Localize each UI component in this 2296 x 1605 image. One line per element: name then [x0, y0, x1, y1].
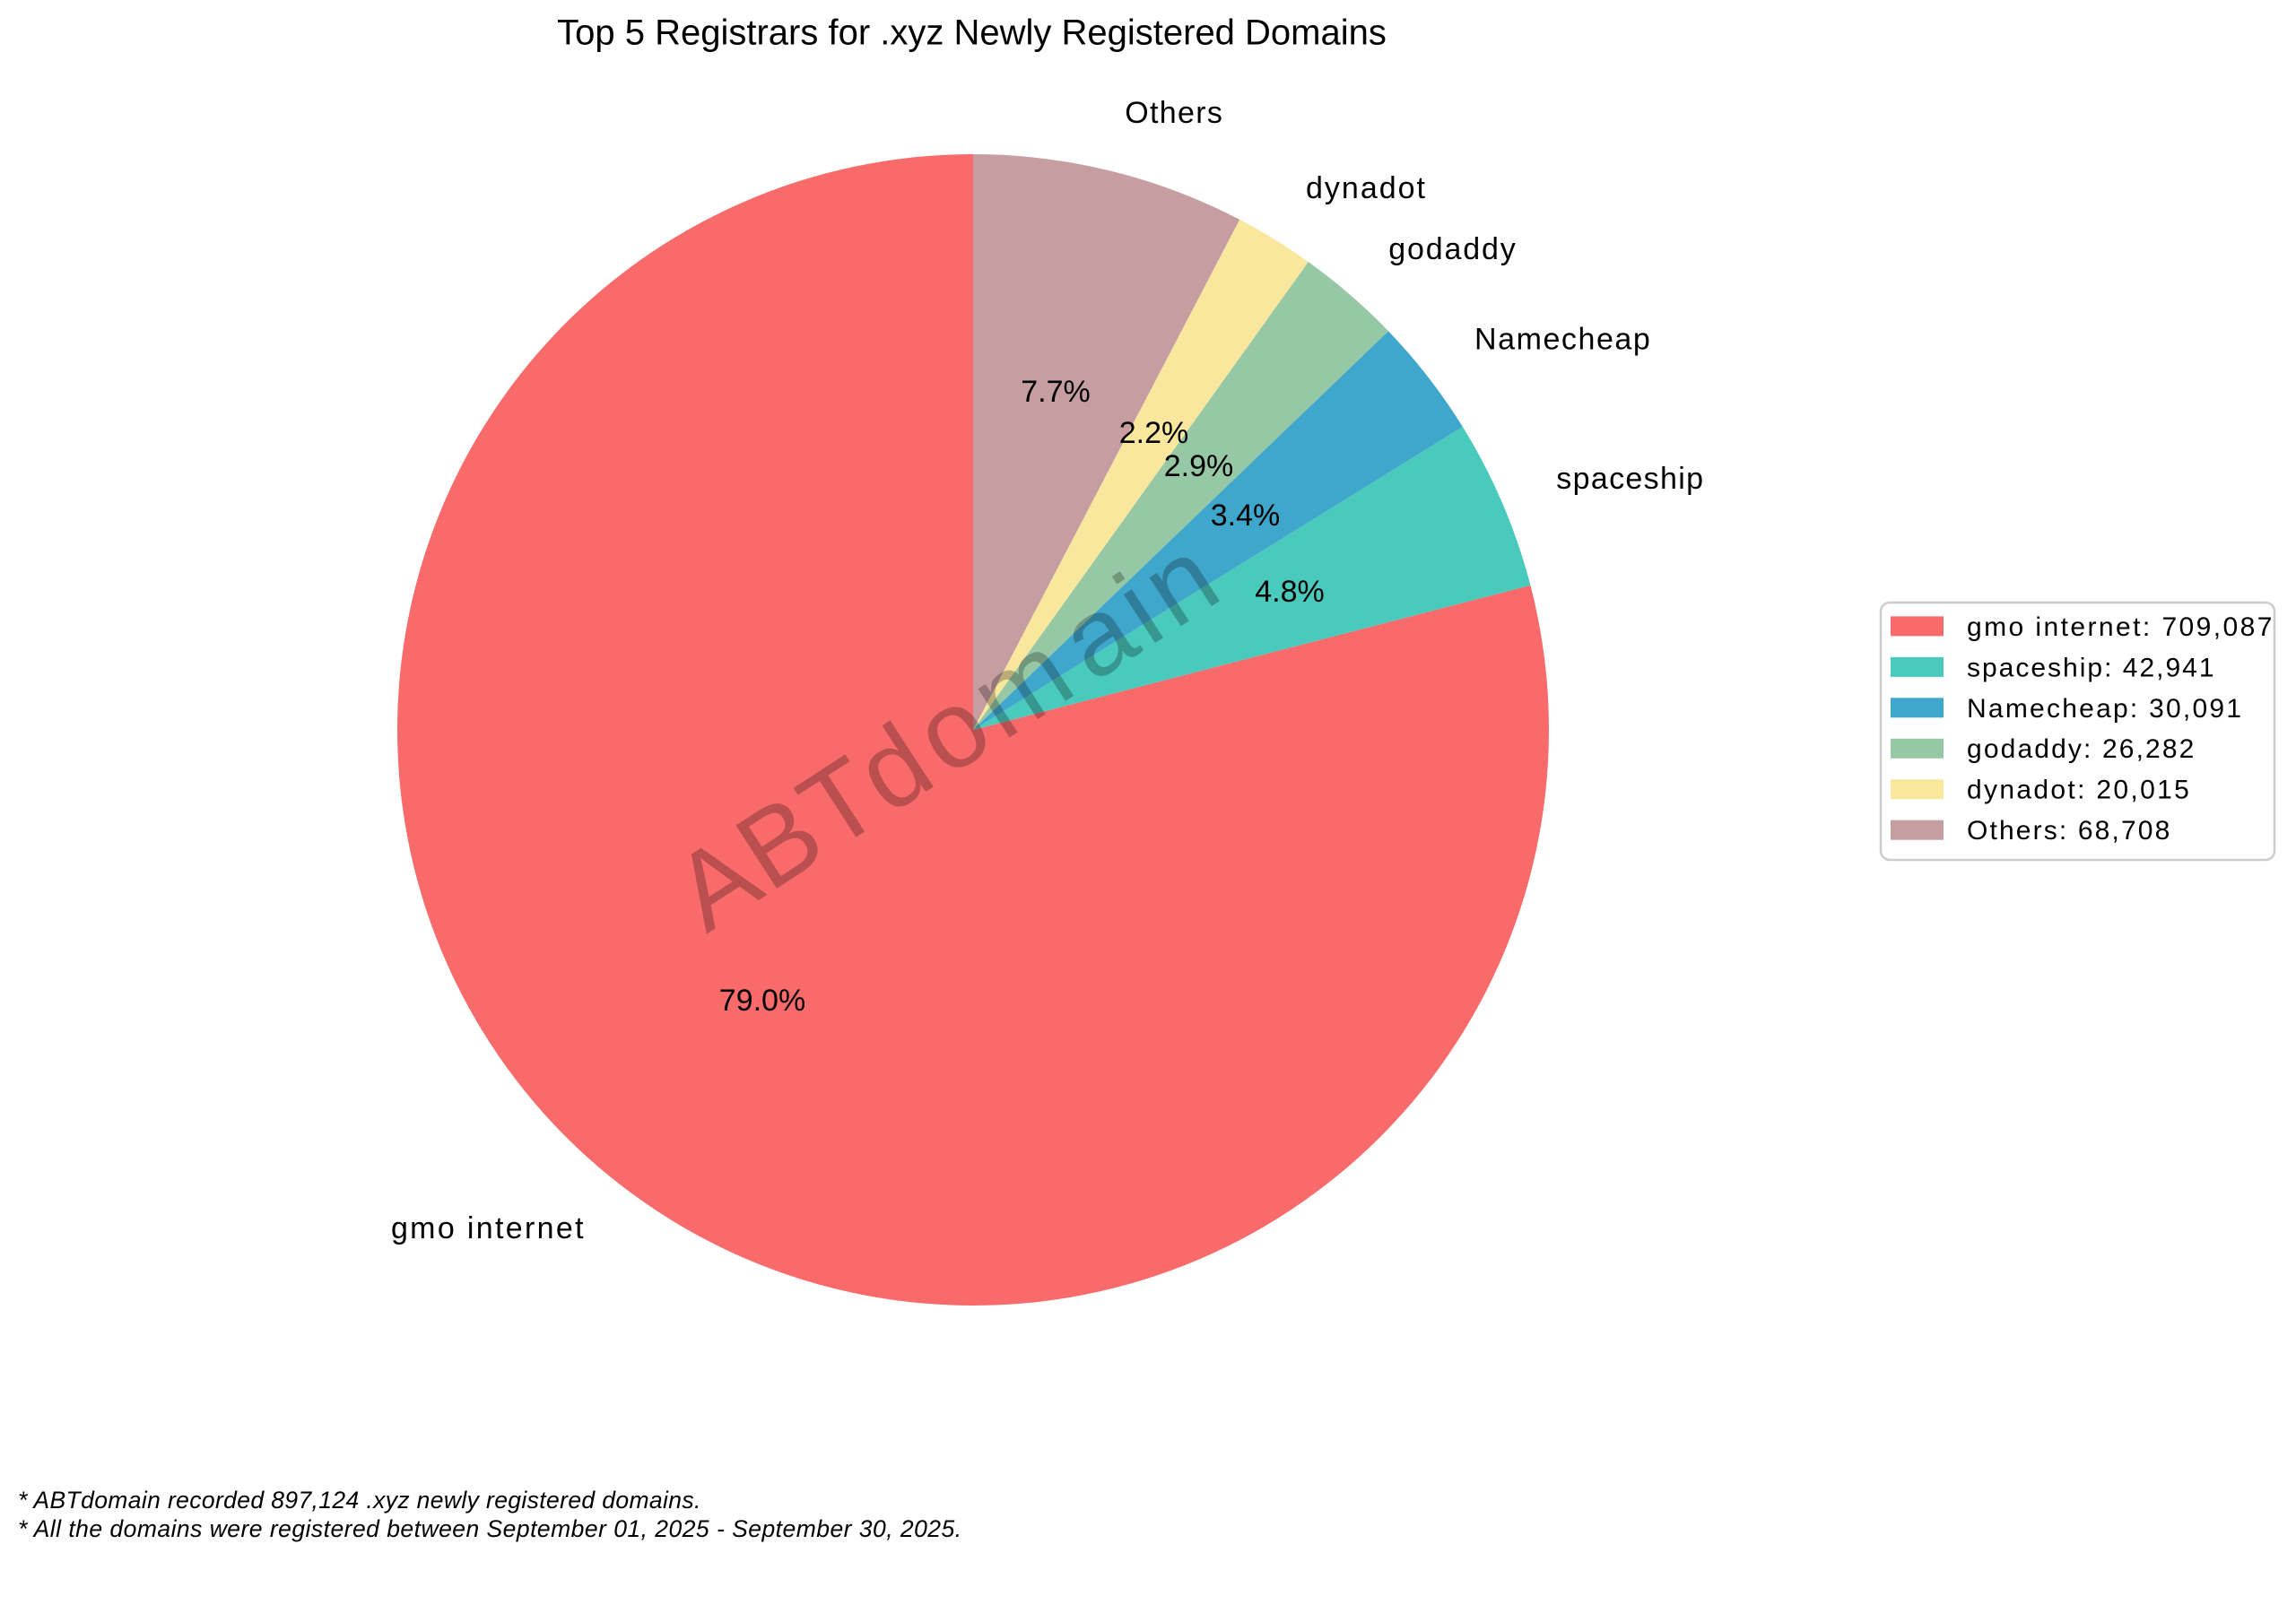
- svg-text:dynadot: 20,015: dynadot: 20,015: [1967, 776, 2191, 805]
- svg-text:spaceship: 42,941: spaceship: 42,941: [1967, 653, 2216, 682]
- svg-text:gmo internet: 709,087: gmo internet: 709,087: [1967, 612, 2274, 642]
- svg-text:79.0%: 79.0%: [719, 984, 805, 1018]
- svg-text:godaddy: 26,282: godaddy: 26,282: [1967, 734, 2196, 764]
- svg-text:* ABTdomain recorded 897,124 .: * ABTdomain recorded 897,124 .xyz newly …: [18, 1487, 701, 1514]
- svg-text:dynadot: dynadot: [1306, 171, 1427, 205]
- svg-text:7.7%: 7.7%: [1021, 375, 1091, 409]
- svg-text:3.4%: 3.4%: [1211, 499, 1281, 533]
- svg-text:Namecheap: 30,091: Namecheap: 30,091: [1967, 694, 2243, 724]
- svg-text:Others: Others: [1125, 96, 1223, 130]
- svg-text:Top 5 Registrars for .xyz Newl: Top 5 Registrars for .xyz Newly Register…: [557, 13, 1387, 53]
- svg-text:gmo internet: gmo internet: [391, 1211, 586, 1245]
- svg-text:spaceship: spaceship: [1556, 462, 1704, 496]
- svg-text:2.9%: 2.9%: [1164, 449, 1234, 483]
- svg-text:2.2%: 2.2%: [1119, 416, 1189, 450]
- svg-text:Others: 68,708: Others: 68,708: [1967, 816, 2171, 846]
- svg-text:* All the domains were registe: * All the domains were registered betwee…: [18, 1515, 962, 1542]
- svg-text:4.8%: 4.8%: [1255, 575, 1325, 609]
- svg-text:Namecheap: Namecheap: [1474, 322, 1651, 356]
- svg-text:godaddy: godaddy: [1388, 232, 1517, 266]
